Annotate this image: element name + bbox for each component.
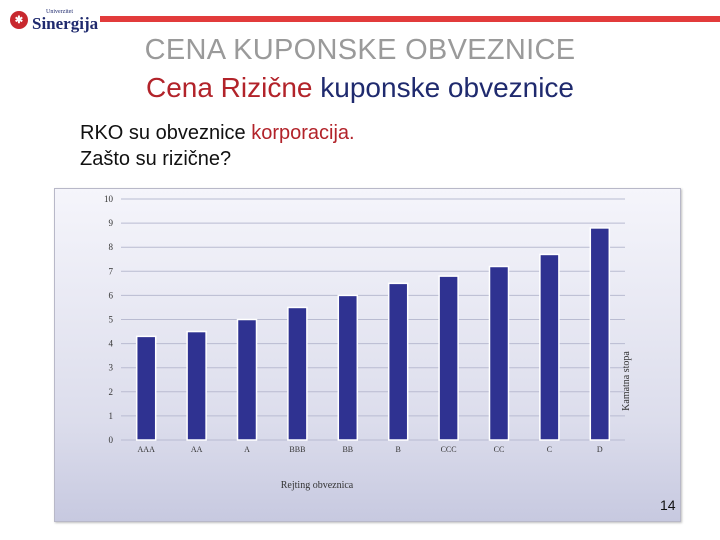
page-number: 14: [660, 497, 676, 513]
bar: [337, 294, 359, 441]
university-logo: ✱ Univerzitet Sinergija: [10, 8, 98, 32]
bar: [438, 275, 459, 441]
bar: [236, 318, 258, 441]
body-text: RKO su obveznice korporacija. Zašto su r…: [80, 120, 355, 172]
y-axis-label: Kamatna stopa: [621, 351, 632, 411]
bar: [135, 335, 157, 441]
x-tick-label: CCC: [441, 445, 457, 454]
x-tick-label: B: [396, 445, 401, 454]
y-tick-label: 4: [109, 339, 114, 349]
bar: [387, 282, 409, 441]
x-tick-label: A: [244, 445, 250, 454]
body-line-1: RKO su obveznice korporacija.: [80, 120, 355, 146]
bar: [589, 227, 611, 441]
header-rule: [100, 16, 720, 22]
y-tick-label: 0: [109, 435, 114, 445]
body-line-1-prefix: RKO su obveznice: [80, 122, 252, 144]
bar: [539, 253, 560, 441]
x-tick-label: BB: [342, 445, 353, 454]
bar: [488, 265, 510, 441]
chart-panel: 0 1 2 3 4 5 6 7 8 9 10 AAA AA A BBB BB B CCC CC C D Rejting…: [54, 188, 681, 522]
y-tick-label: 1: [109, 411, 114, 421]
body-line-2: Zašto su rizične?: [80, 148, 232, 170]
x-tick-label: BBB: [289, 445, 305, 454]
slide-title: CENA KUPONSKE OBVEZNICE: [144, 34, 576, 66]
y-tick-label: 5: [109, 315, 114, 325]
x-tick-label: AA: [191, 445, 203, 454]
y-tick-label: 10: [104, 194, 114, 204]
subtitle-highlight: Cena Rizične: [145, 72, 313, 103]
x-axis-label: Rejting obveznica: [281, 480, 354, 491]
subtitle-rest: kuponske obveznice: [312, 72, 575, 103]
x-tick-label: CC: [494, 445, 505, 454]
bar: [186, 330, 207, 441]
y-tick-label: 8: [109, 242, 114, 252]
y-tick-label: 2: [109, 387, 114, 397]
x-tick-label: D: [597, 445, 603, 454]
x-tick-label: C: [547, 445, 552, 454]
y-tick-label: 7: [109, 266, 114, 276]
logo-subtext: Univerzitet: [46, 8, 73, 15]
slide-subtitle: Cena Rizične kuponske obveznice: [0, 72, 720, 104]
bar: [287, 306, 308, 441]
y-tick-label: 3: [109, 363, 114, 373]
logo-name: Sinergija: [32, 13, 99, 33]
x-tick-label: AAA: [138, 445, 156, 454]
y-tick-label: 6: [109, 290, 114, 300]
body-line-1-highlight: korporacija.: [251, 122, 355, 144]
logo-emblem-icon: ✱: [10, 11, 28, 29]
y-tick-label: 9: [109, 218, 114, 228]
